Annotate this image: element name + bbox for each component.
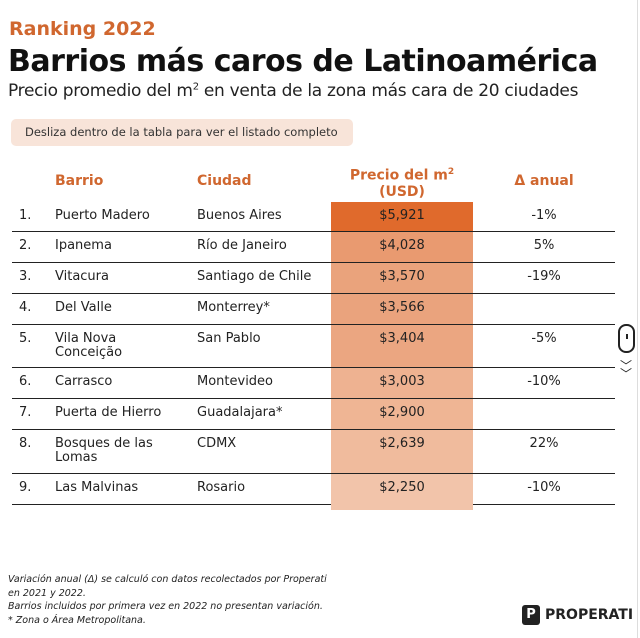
table-row: 5. Vila Nova Conceição San Pablo $3,404 -5%	[12, 325, 615, 368]
footnote: Barrios incluidos por primera vez en 202…	[8, 601, 323, 612]
cell-ciudad: Montevideo	[197, 374, 274, 389]
subtitle-text-end: en venta de la zona más cara de 20 ciuda…	[198, 81, 579, 101]
cell-barrio: Bosques de las Lomas	[55, 436, 153, 465]
col-header-precio: Precio del m2 (USD)	[331, 164, 473, 200]
cell-rank: 9.	[19, 480, 32, 495]
cell-ciudad: Rosario	[197, 480, 246, 495]
price-cell-bg	[331, 232, 473, 262]
cell-precio: $3,570	[379, 269, 425, 284]
page-title: Barrios más caros de Latinoamérica	[8, 44, 598, 79]
price-cell-bg	[331, 474, 473, 510]
logo-mark-icon: P	[522, 605, 540, 625]
cell-ciudad: Santiago de Chile	[197, 269, 312, 284]
precio-unit: (USD)	[379, 183, 425, 200]
cell-delta: -19%	[527, 269, 561, 284]
kicker: Ranking 2022	[9, 18, 156, 40]
cell-delta: -10%	[527, 480, 561, 495]
precio-sup: 2	[447, 167, 455, 177]
cell-barrio: Del Valle	[55, 300, 112, 315]
cell-barrio: Ipanema	[55, 238, 112, 253]
footnote: en 2021 y 2022.	[8, 587, 86, 599]
cell-barrio: Puerta de Hierro	[55, 405, 162, 420]
table-row: 3. Vitacura Santiago de Chile $3,570 -19%	[12, 263, 615, 294]
cell-rank: 2.	[19, 238, 32, 253]
cell-rank: 8.	[19, 436, 32, 451]
table-row: 9. Las Malvinas Rosario $2,250 -10%	[12, 474, 615, 510]
cell-delta: -5%	[531, 331, 557, 346]
table-row: 6. Carrasco Montevideo $3,003 -10%	[12, 368, 615, 399]
cell-precio: $5,921	[379, 208, 425, 223]
cell-precio: $3,404	[379, 331, 425, 346]
cell-delta: 22%	[529, 436, 559, 451]
cell-rank: 3.	[19, 269, 32, 284]
cell-rank: 7.	[19, 405, 32, 420]
cell-barrio: Vila Nova Conceição	[55, 331, 123, 360]
cell-rank: 1.	[19, 208, 32, 223]
logo-text: PROPERATI	[545, 607, 634, 623]
right-edge-divider	[637, 0, 638, 638]
chevron-down-icon: ﹀ ﹀	[620, 359, 633, 381]
table-row: 1. Puerto Madero Buenos Aires $5,921 -1%	[12, 202, 615, 232]
subtitle: Precio promedio del m2 en venta de la zo…	[8, 81, 578, 101]
scroll-hint: Desliza dentro de la tabla para ver el l…	[11, 119, 353, 146]
subtitle-sup: 2	[192, 81, 199, 93]
cell-delta: -1%	[531, 208, 557, 223]
table-row: 4. Del Valle Monterrey* $3,566	[12, 294, 615, 325]
cell-ciudad: Guadalajara*	[197, 405, 283, 420]
table-row: 2. Ipanema Río de Janeiro $4,028 5%	[12, 232, 615, 263]
cell-precio: $3,003	[379, 374, 425, 389]
table-row: 8. Bosques de las Lomas CDMX $2,639 22%	[12, 430, 615, 474]
cell-precio: $2,250	[379, 480, 425, 495]
col-header-barrio: Barrio	[55, 173, 104, 189]
precio-label: Precio del m	[349, 167, 448, 184]
cell-rank: 5.	[19, 331, 32, 346]
cell-rank: 6.	[19, 374, 32, 389]
cell-rank: 4.	[19, 300, 32, 315]
table-row: 7. Puerta de Hierro Guadalajara* $2,900	[12, 399, 615, 430]
price-cell-bg	[331, 368, 473, 398]
cell-precio: $2,639	[379, 436, 425, 451]
cell-delta: -10%	[527, 374, 561, 389]
price-cell-bg	[331, 294, 473, 324]
cell-barrio: Puerto Madero	[55, 208, 150, 223]
cell-ciudad: Buenos Aires	[197, 208, 282, 223]
cell-precio: $4,028	[379, 238, 425, 253]
cell-precio: $3,566	[379, 300, 425, 315]
properati-logo: P PROPERATI	[522, 605, 633, 625]
cell-delta: 5%	[533, 238, 555, 253]
cell-ciudad: Río de Janeiro	[197, 238, 287, 253]
price-cell-bg	[331, 430, 473, 473]
footnotes: Variación anual (Δ) se calculó con datos…	[8, 573, 327, 627]
scroll-mouse-icon	[618, 324, 635, 353]
cell-barrio: Carrasco	[55, 374, 113, 389]
footnote: * Zona o Área Metropolitana.	[8, 614, 146, 626]
cell-ciudad: San Pablo	[197, 331, 261, 346]
subtitle-text: Precio promedio del m	[8, 81, 193, 101]
cell-precio: $2,900	[379, 405, 425, 420]
cell-barrio: Vitacura	[55, 269, 109, 284]
price-cell-bg	[331, 202, 473, 231]
price-cell-bg	[331, 399, 473, 429]
footnote: Variación anual (Δ) se calculó con datos…	[8, 574, 327, 585]
price-cell-bg	[331, 263, 473, 293]
price-cell-bg	[331, 325, 473, 367]
cell-barrio: Las Malvinas	[55, 480, 139, 495]
cell-ciudad: Monterrey*	[197, 300, 270, 315]
col-header-ciudad: Ciudad	[197, 173, 252, 189]
col-header-delta: Δ anual	[514, 173, 574, 189]
cell-ciudad: CDMX	[197, 436, 237, 451]
